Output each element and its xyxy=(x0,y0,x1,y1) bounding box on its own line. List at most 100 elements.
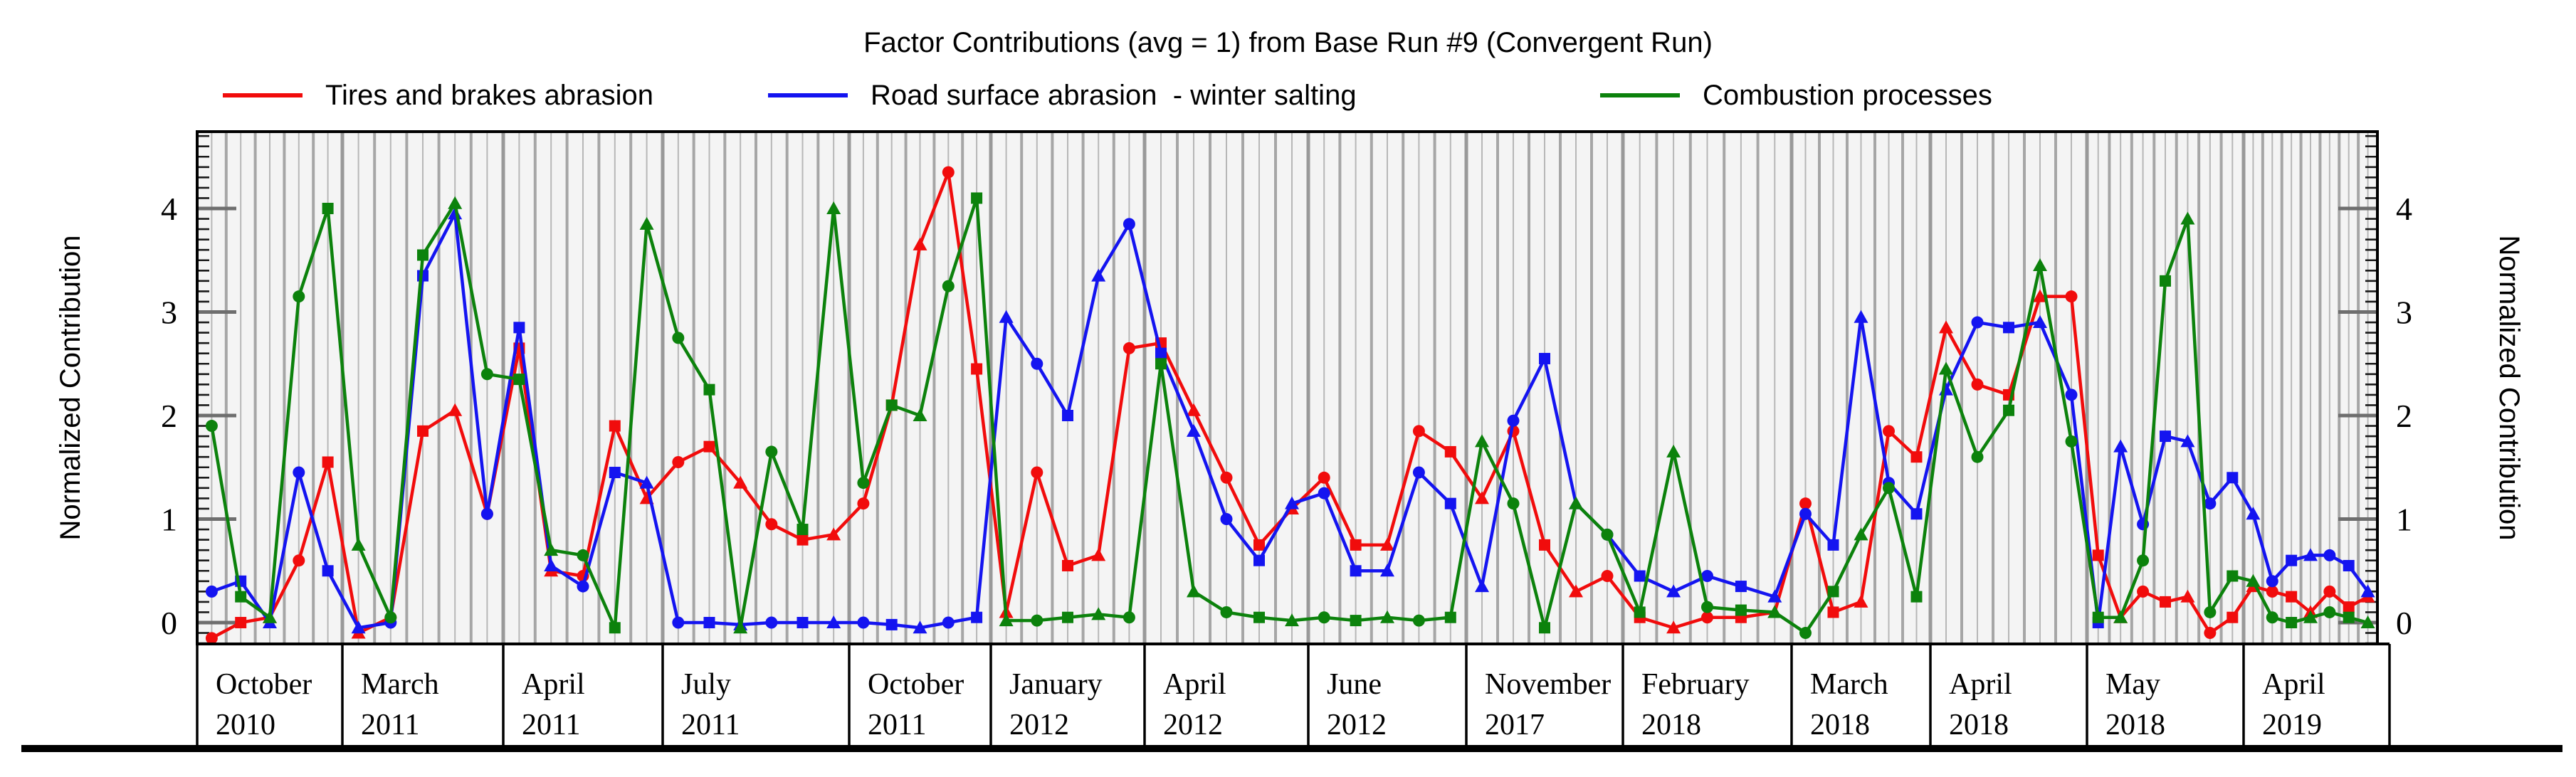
data-point xyxy=(2003,404,2014,416)
data-point xyxy=(913,620,927,634)
data-point xyxy=(2303,610,2318,623)
data-point xyxy=(1187,584,1201,598)
data-point xyxy=(544,543,559,556)
data-point xyxy=(1507,414,1520,427)
data-point xyxy=(733,475,748,489)
y-tick-label-right: 3 xyxy=(2396,295,2412,331)
data-point xyxy=(1318,471,1330,484)
data-point xyxy=(1601,570,1614,583)
data-point xyxy=(1767,589,1782,603)
data-point xyxy=(1701,611,1713,624)
data-point xyxy=(322,203,334,214)
data-point xyxy=(826,615,841,628)
data-point xyxy=(2227,611,2239,623)
data-point xyxy=(797,534,809,546)
data-point xyxy=(1507,497,1520,510)
data-point xyxy=(1123,342,1135,354)
month-label: March xyxy=(1810,668,1888,701)
data-point xyxy=(1220,471,1233,484)
data-point xyxy=(1253,554,1265,566)
data-point xyxy=(1412,425,1425,438)
data-point xyxy=(2113,610,2128,623)
data-point xyxy=(1971,316,1984,329)
data-point xyxy=(1062,559,1073,571)
data-point xyxy=(1971,378,1984,391)
data-point xyxy=(1285,496,1299,509)
data-point xyxy=(609,420,621,432)
data-point xyxy=(1854,527,1868,541)
data-point xyxy=(1601,528,1614,541)
data-point xyxy=(2137,585,2150,598)
data-point xyxy=(2246,574,2261,587)
data-point xyxy=(1666,584,1681,598)
data-point xyxy=(2343,559,2355,571)
data-point xyxy=(639,216,654,230)
data-point xyxy=(1350,565,1362,577)
data-point xyxy=(1910,451,1923,463)
legend-line-red-icon xyxy=(223,93,303,97)
data-point xyxy=(639,475,654,489)
data-point xyxy=(1155,358,1167,370)
data-point xyxy=(480,368,493,381)
data-point xyxy=(703,617,715,628)
chart-title: Factor Contributions (avg = 1) from Base… xyxy=(863,27,1713,58)
data-point xyxy=(1031,466,1043,479)
data-point xyxy=(971,611,983,623)
data-point xyxy=(1634,606,1646,618)
data-point xyxy=(2113,439,2128,453)
year-label: 2017 xyxy=(1485,709,1545,741)
y-tick-label-right: 1 xyxy=(2396,502,2412,538)
data-point xyxy=(913,408,927,421)
month-label: March xyxy=(361,668,439,701)
data-point xyxy=(1220,606,1233,618)
data-point xyxy=(2323,606,2336,618)
data-point xyxy=(1475,491,1489,504)
year-label: 2018 xyxy=(1810,709,1870,741)
data-point xyxy=(2266,575,2278,588)
legend-item-road-surface: Road surface abrasion - winter salting xyxy=(768,80,1357,111)
data-point xyxy=(2065,388,2078,401)
data-point xyxy=(1735,581,1747,593)
data-point xyxy=(1155,347,1167,359)
data-point xyxy=(2137,554,2150,567)
data-point xyxy=(2092,611,2104,623)
data-point xyxy=(235,617,247,628)
data-point xyxy=(1187,423,1201,437)
data-point xyxy=(913,237,927,250)
data-point xyxy=(513,322,525,334)
data-point xyxy=(672,332,685,344)
data-point xyxy=(797,617,809,628)
data-point xyxy=(1666,620,1681,634)
legend-line-green-icon xyxy=(1600,93,1680,97)
data-point xyxy=(205,632,218,645)
data-point xyxy=(1091,548,1106,561)
data-point xyxy=(609,467,621,479)
data-point xyxy=(1091,268,1106,282)
data-point xyxy=(1123,611,1135,624)
year-label: 2011 xyxy=(522,709,580,741)
legend-line-blue-icon xyxy=(768,93,848,97)
data-point xyxy=(2343,601,2355,613)
data-point xyxy=(2033,289,2047,302)
data-point xyxy=(942,616,955,629)
data-point xyxy=(2227,570,2239,582)
data-point xyxy=(1380,564,1394,577)
data-point xyxy=(2204,606,2217,618)
data-point xyxy=(2204,627,2217,640)
data-point xyxy=(1910,508,1923,520)
data-point xyxy=(2180,434,2195,448)
data-point xyxy=(205,585,218,598)
month-label: October xyxy=(868,668,964,701)
data-point xyxy=(577,580,589,593)
data-point xyxy=(1569,496,1583,509)
data-point xyxy=(263,610,277,623)
data-point xyxy=(703,440,715,453)
data-point xyxy=(1062,611,1073,623)
data-point xyxy=(885,399,898,411)
data-point xyxy=(1475,579,1489,593)
data-point xyxy=(2065,435,2078,448)
data-point xyxy=(1854,594,1868,608)
data-point xyxy=(1799,507,1812,520)
data-point xyxy=(2003,322,2014,334)
